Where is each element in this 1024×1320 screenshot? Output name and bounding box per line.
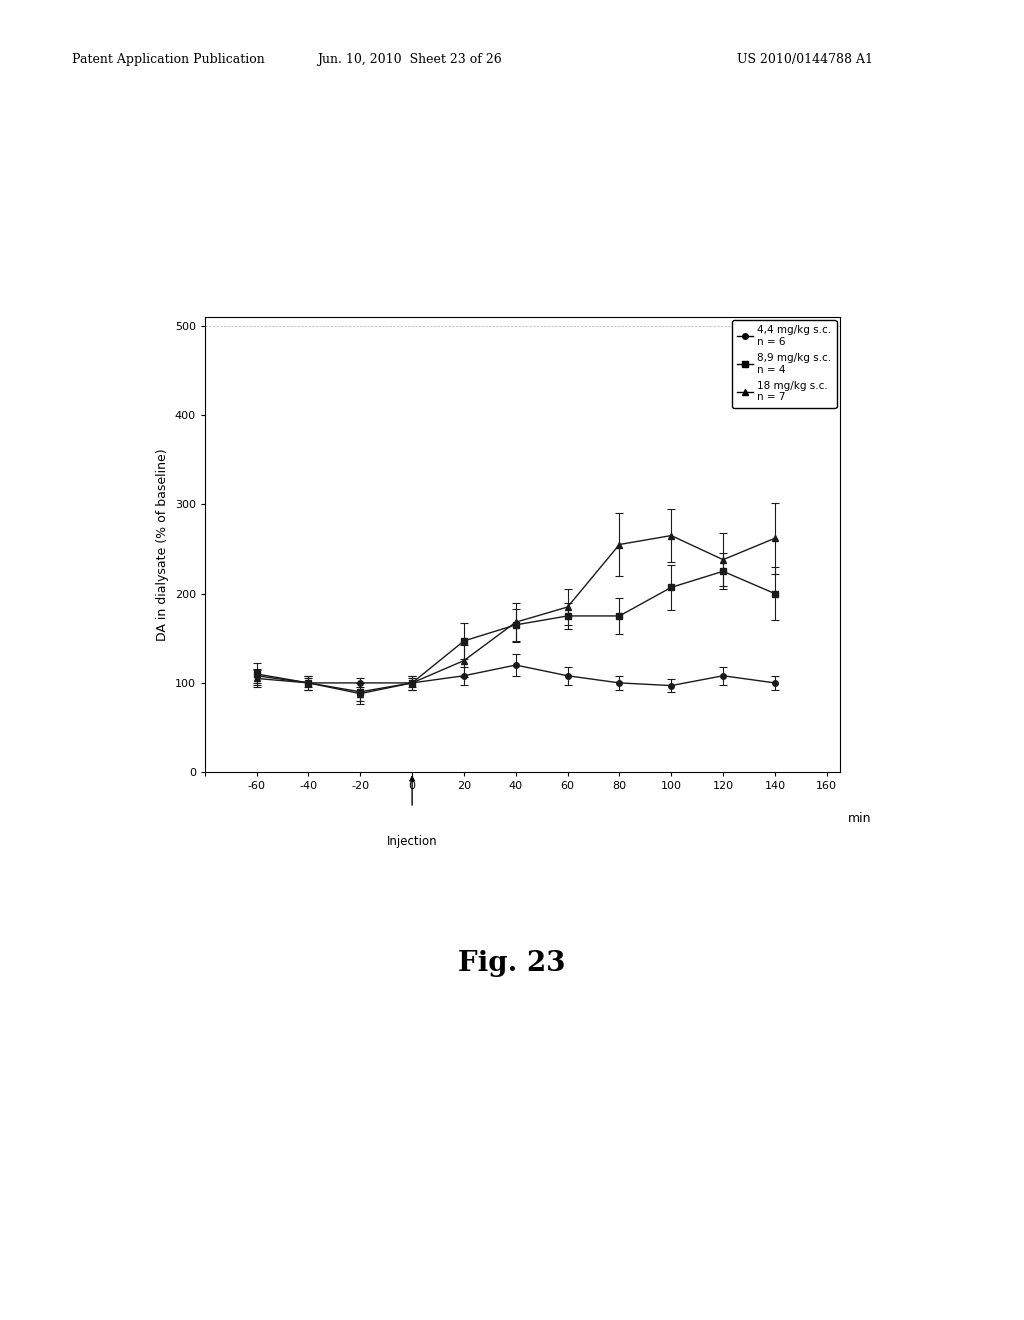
Text: Fig. 23: Fig. 23 (459, 950, 565, 977)
Text: Patent Application Publication: Patent Application Publication (72, 53, 264, 66)
Text: min: min (848, 812, 871, 825)
Text: US 2010/0144788 A1: US 2010/0144788 A1 (737, 53, 873, 66)
Y-axis label: DA in dialysate (% of baseline): DA in dialysate (% of baseline) (156, 449, 169, 640)
Text: Injection: Injection (387, 834, 437, 847)
Text: Jun. 10, 2010  Sheet 23 of 26: Jun. 10, 2010 Sheet 23 of 26 (317, 53, 502, 66)
Legend: 4,4 mg/kg s.c.
n = 6, 8,9 mg/kg s.c.
n = 4, 18 mg/kg s.c.
n = 7: 4,4 mg/kg s.c. n = 6, 8,9 mg/kg s.c. n =… (732, 319, 837, 408)
